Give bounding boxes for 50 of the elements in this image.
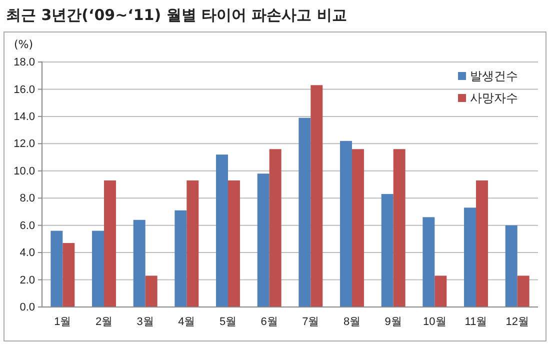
y-tick-label: 14.0 bbox=[14, 110, 35, 123]
x-tick-label: 10월 bbox=[423, 316, 446, 328]
x-tick-label: 2월 bbox=[95, 316, 113, 328]
y-tick-label: 8.0 bbox=[20, 192, 35, 205]
bar bbox=[434, 276, 447, 307]
x-tick-label: 3월 bbox=[136, 316, 154, 328]
legend-label: 발생건수 bbox=[470, 69, 518, 83]
bar bbox=[310, 85, 323, 307]
bar bbox=[133, 220, 146, 307]
y-axis-title: (%) bbox=[14, 38, 34, 51]
bar bbox=[92, 230, 104, 307]
x-tick-label: 9월 bbox=[384, 316, 402, 328]
bar bbox=[422, 217, 435, 307]
y-tick-label: 10.0 bbox=[14, 165, 35, 178]
bar bbox=[228, 180, 240, 307]
bar bbox=[104, 180, 116, 307]
y-tick-label: 2.0 bbox=[20, 274, 35, 286]
bar bbox=[464, 208, 476, 307]
x-tick-label: 7월 bbox=[302, 316, 320, 328]
bar bbox=[517, 276, 530, 307]
x-tick-label: 12월 bbox=[506, 316, 529, 328]
bar bbox=[50, 230, 63, 307]
x-tick-label: 8월 bbox=[343, 316, 361, 328]
bar bbox=[174, 210, 187, 307]
bar bbox=[340, 140, 352, 307]
y-tick-label: 16.0 bbox=[14, 84, 35, 96]
bar bbox=[298, 118, 311, 307]
bar bbox=[393, 149, 406, 307]
legend-label: 사망자수 bbox=[470, 91, 518, 105]
x-tick-label: 5월 bbox=[219, 316, 237, 328]
x-tick-label: 11월 bbox=[464, 316, 488, 328]
y-tick-label: 4.0 bbox=[20, 247, 35, 260]
bar bbox=[476, 180, 488, 307]
y-tick-label: 6.0 bbox=[20, 220, 35, 232]
bar bbox=[352, 149, 364, 307]
bar bbox=[505, 225, 518, 307]
bar bbox=[62, 243, 75, 307]
y-tick-label: 12.0 bbox=[14, 138, 35, 150]
y-tick-label: 18.0 bbox=[14, 56, 35, 69]
bar bbox=[216, 154, 228, 307]
bar bbox=[381, 194, 394, 307]
bar bbox=[269, 149, 282, 307]
x-tick-label: 1월 bbox=[54, 316, 72, 328]
x-tick-label: 6월 bbox=[260, 316, 278, 328]
x-tick-label: 4월 bbox=[178, 316, 196, 328]
bar bbox=[145, 276, 158, 307]
y-tick-label: 0.0 bbox=[20, 302, 35, 314]
chart-title: 최근 3년간(‘09~‘11) 월별 타이어 파손사고 비교 bbox=[6, 6, 347, 24]
bar bbox=[186, 180, 199, 307]
bar bbox=[257, 174, 270, 307]
